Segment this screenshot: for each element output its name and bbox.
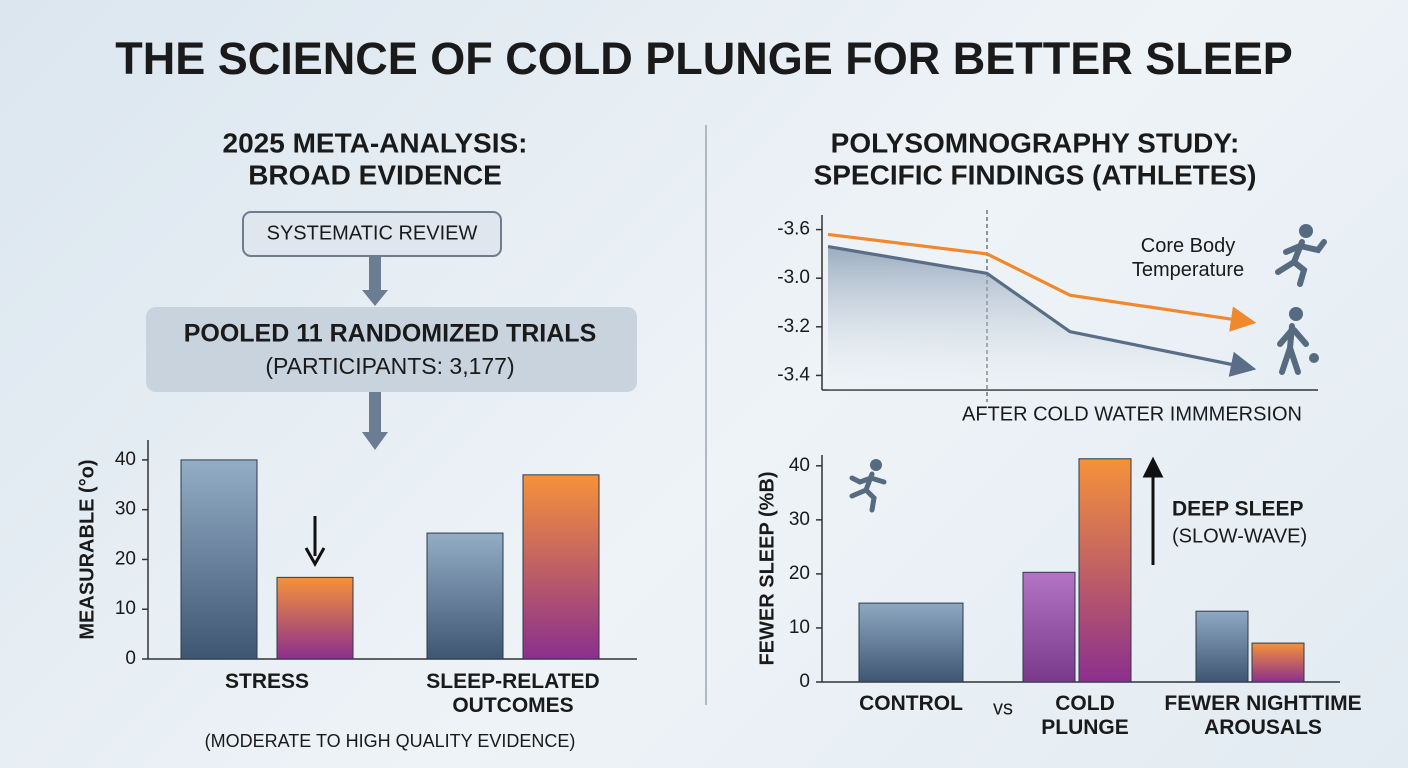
panel-heading: POLYSOMNOGRAPHY STUDY: [831,127,1240,158]
y-tick-label: 40 [115,449,136,470]
bar [1195,610,1249,683]
y-axis-title: MEASURABLE (°o) [76,459,98,639]
y-tick-label: 10 [115,598,136,619]
y-tick-label: 20 [789,563,810,584]
y-tick-label: 40 [789,455,810,476]
panel-heading: 2025 META-ANALYSIS: [223,127,528,158]
runner-icon [849,459,887,513]
x-tick-label: SLEEP-RELATED OUTCOMES [426,670,600,717]
y-tick-label: 10 [789,617,810,638]
footnote: (MODERATE TO HIGH QUALITY EVIDENCE) [205,731,576,751]
decrease-arrow [304,516,326,568]
annotation: Core Body Temperature [1131,235,1245,281]
x-tick-label: STRESS [224,670,310,693]
bar [276,576,354,660]
separator: vs [993,697,1013,719]
line [827,232,1257,332]
y-tick-label: 30 [115,499,136,520]
bar [858,602,964,683]
y-tick-label: -3.4 [777,364,810,385]
flow-arrow [362,392,388,450]
page-title: THE SCIENCE OF COLD PLUNGE FOR BETTER SL… [115,33,1293,84]
x-tick-label: FEWER NIGHTTIME AROUSALS [1164,692,1362,739]
bar [180,459,258,660]
line [827,245,1257,377]
increase-arrow [1142,456,1164,565]
runner-icon [1275,224,1327,287]
flow-box [146,307,637,392]
y-tick-label: 20 [115,548,136,569]
y-tick-label: -3.0 [777,267,810,288]
bar [522,474,600,660]
y-tick-label: -3.2 [777,316,810,337]
y-tick-label: -3.6 [777,219,810,240]
bar [426,532,504,660]
x-axis-title: AFTER COLD WATER IMMMERSION [962,403,1302,425]
bar [1078,458,1132,683]
y-tick-label: 0 [799,671,810,692]
annotation: (SLOW-WAVE) [1172,525,1307,547]
y-tick-label: 30 [789,509,810,530]
runner-icon [1277,307,1319,375]
panel-heading: SPECIFIC FINDINGS (ATHLETES) [814,159,1257,190]
annotation: DEEP SLEEP [1172,498,1304,521]
panel-heading: BROAD EVIDENCE [248,159,502,190]
bar [1022,571,1076,683]
x-tick-label: CONTROL [859,692,963,715]
flow-text: POOLED 11 RANDOMIZED TRIALS [184,320,597,348]
flow-text: (PARTICIPANTS: 3,177) [265,353,514,379]
flow-arrow [362,256,388,306]
flow-text: SYSTEMATIC REVIEW [267,222,478,244]
x-tick-label: COLD PLUNGE [1041,692,1129,739]
y-axis-title: FEWER SLEEP (%B) [756,471,778,665]
y-tick-label: 0 [125,648,136,669]
area [828,246,1250,390]
bar [1251,642,1305,683]
